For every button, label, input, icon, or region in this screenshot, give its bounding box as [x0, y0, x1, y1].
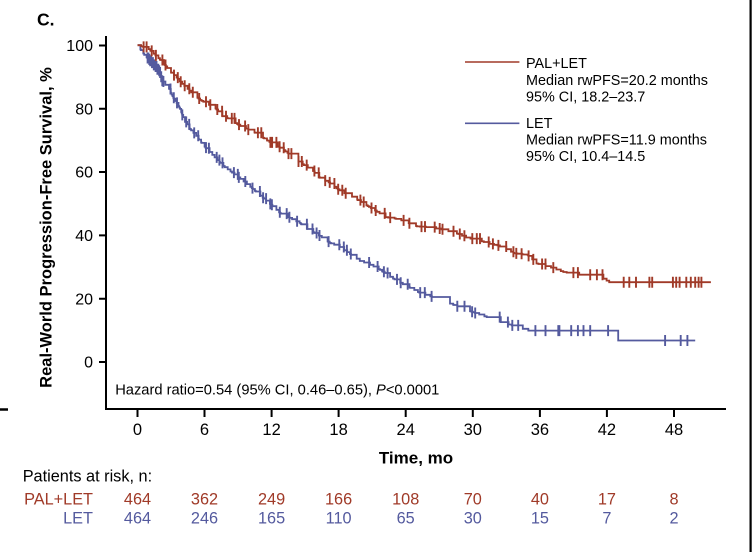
- svg-text:165: 165: [258, 510, 285, 528]
- svg-text:60: 60: [75, 165, 93, 182]
- svg-text:Real-World Progression-Free Su: Real-World Progression-Free Survival, %: [38, 67, 56, 388]
- svg-text:95% CI, 10.4–14.5: 95% CI, 10.4–14.5: [526, 149, 645, 165]
- svg-text:40: 40: [75, 228, 93, 245]
- svg-text:166: 166: [325, 491, 352, 509]
- svg-text:30: 30: [464, 421, 482, 439]
- svg-text:Median rwPFS=20.2 months: Median rwPFS=20.2 months: [526, 73, 708, 89]
- svg-text:24: 24: [397, 421, 415, 439]
- svg-text:40: 40: [531, 491, 549, 509]
- svg-text:80: 80: [75, 101, 93, 118]
- svg-text:36: 36: [531, 421, 549, 439]
- svg-text:7: 7: [602, 510, 611, 528]
- svg-text:2: 2: [669, 510, 678, 528]
- svg-text:Hazard ratio=0.54 (95% CI, 0.4: Hazard ratio=0.54 (95% CI, 0.46–0.65), P…: [115, 383, 439, 399]
- svg-text:LET: LET: [526, 116, 553, 132]
- svg-text:18: 18: [329, 421, 347, 439]
- svg-text:0: 0: [84, 355, 93, 372]
- svg-text:LET: LET: [63, 510, 93, 528]
- svg-text:20: 20: [75, 291, 93, 308]
- svg-text:17: 17: [598, 491, 616, 509]
- svg-text:362: 362: [191, 491, 218, 509]
- svg-text:42: 42: [598, 421, 616, 439]
- svg-text:246: 246: [191, 510, 218, 528]
- svg-text:12: 12: [262, 421, 280, 439]
- svg-text:8: 8: [669, 491, 678, 509]
- svg-text:PAL+LET: PAL+LET: [526, 56, 587, 72]
- svg-text:48: 48: [665, 421, 683, 439]
- svg-text:108: 108: [392, 491, 419, 509]
- svg-text:464: 464: [124, 491, 151, 509]
- svg-text:15: 15: [531, 510, 549, 528]
- svg-text:Time, mo: Time, mo: [379, 449, 453, 468]
- svg-text:110: 110: [326, 510, 352, 528]
- svg-text:100: 100: [66, 38, 93, 55]
- svg-text:464: 464: [124, 510, 151, 528]
- svg-text:C.: C.: [37, 10, 55, 30]
- svg-text:249: 249: [258, 491, 285, 509]
- svg-text:95% CI, 18.2–23.7: 95% CI, 18.2–23.7: [526, 89, 645, 105]
- svg-text:0: 0: [133, 421, 142, 439]
- svg-text:PAL+LET: PAL+LET: [24, 491, 93, 509]
- svg-text:30: 30: [464, 510, 482, 528]
- svg-text:6: 6: [200, 421, 209, 439]
- svg-text:Median rwPFS=11.9 months: Median rwPFS=11.9 months: [526, 132, 707, 148]
- svg-text:65: 65: [397, 510, 415, 528]
- svg-text:70: 70: [464, 491, 482, 509]
- svg-text:Patients at risk, n:: Patients at risk, n:: [23, 468, 152, 486]
